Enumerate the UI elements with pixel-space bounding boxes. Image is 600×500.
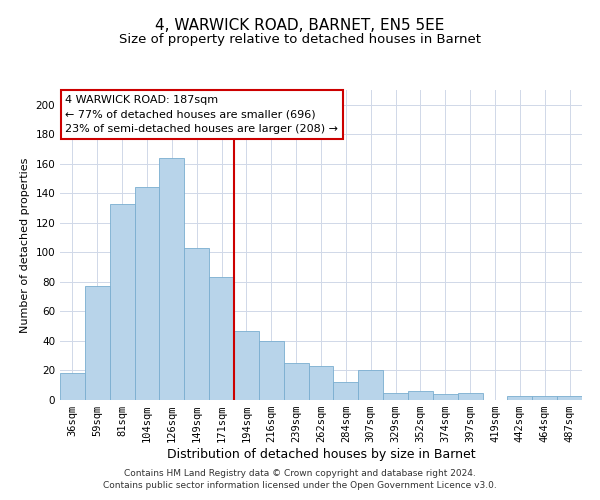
Bar xyxy=(234,330,259,400)
Bar xyxy=(134,188,160,400)
Bar xyxy=(508,396,532,400)
Text: Contains HM Land Registry data © Crown copyright and database right 2024.: Contains HM Land Registry data © Crown c… xyxy=(124,468,476,477)
Bar xyxy=(557,396,582,400)
Bar xyxy=(85,286,110,400)
Bar xyxy=(209,278,234,400)
Bar xyxy=(334,382,358,400)
X-axis label: Distribution of detached houses by size in Barnet: Distribution of detached houses by size … xyxy=(167,448,475,461)
Bar xyxy=(160,158,184,400)
Bar xyxy=(60,374,85,400)
Bar xyxy=(110,204,134,400)
Text: 4, WARWICK ROAD, BARNET, EN5 5EE: 4, WARWICK ROAD, BARNET, EN5 5EE xyxy=(155,18,445,32)
Text: 4 WARWICK ROAD: 187sqm
← 77% of detached houses are smaller (696)
23% of semi-de: 4 WARWICK ROAD: 187sqm ← 77% of detached… xyxy=(65,94,338,134)
Y-axis label: Number of detached properties: Number of detached properties xyxy=(20,158,30,332)
Bar xyxy=(284,363,308,400)
Bar xyxy=(383,392,408,400)
Bar xyxy=(259,341,284,400)
Bar xyxy=(433,394,458,400)
Text: Contains public sector information licensed under the Open Government Licence v3: Contains public sector information licen… xyxy=(103,481,497,490)
Bar xyxy=(184,248,209,400)
Bar xyxy=(408,391,433,400)
Bar xyxy=(532,396,557,400)
Bar xyxy=(308,366,334,400)
Bar xyxy=(458,392,482,400)
Bar xyxy=(358,370,383,400)
Text: Size of property relative to detached houses in Barnet: Size of property relative to detached ho… xyxy=(119,32,481,46)
